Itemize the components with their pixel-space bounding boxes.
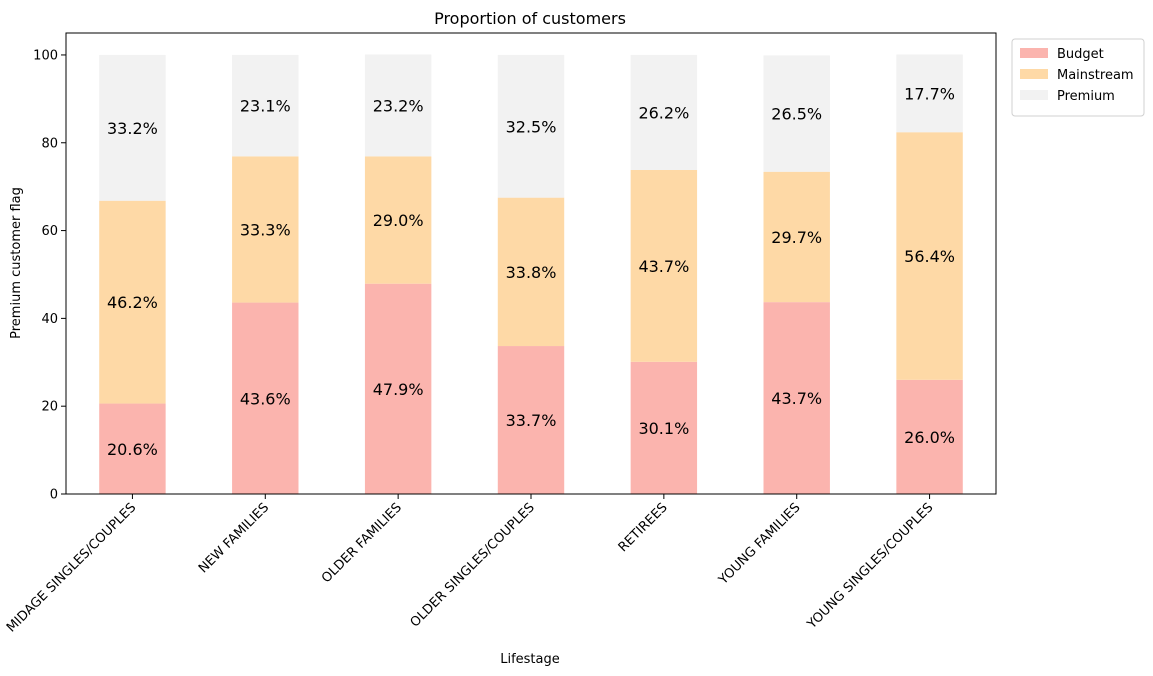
data-label: 26.2% <box>638 103 689 122</box>
x-tick-label: OLDER SINGLES/COUPLES <box>408 500 538 630</box>
data-label: 33.8% <box>506 263 557 282</box>
legend-label: Budget <box>1057 47 1104 62</box>
bar-mainstream <box>896 132 963 380</box>
y-tick-label: 60 <box>41 224 58 239</box>
bar-premium <box>896 54 963 133</box>
bar-mainstream <box>99 200 166 404</box>
legend: Budget Mainstream Premium <box>1011 38 1145 117</box>
bar-premium <box>497 54 565 198</box>
bar-mainstream <box>497 197 565 347</box>
data-label: 33.3% <box>240 220 291 239</box>
bar-premium <box>364 54 432 157</box>
y-tick-label: 100 <box>33 48 58 63</box>
data-label: 17.7% <box>904 84 955 103</box>
data-label: 43.7% <box>638 257 689 276</box>
bar-budget <box>232 302 299 494</box>
y-tick-label: 80 <box>41 136 58 151</box>
x-tick-label: YOUNG SINGLES/COUPLES <box>804 500 936 632</box>
bar-budget <box>99 403 166 494</box>
data-label: 43.6% <box>240 389 291 408</box>
bar-mainstream <box>364 156 432 284</box>
data-label: 33.2% <box>107 119 158 138</box>
data-label: 20.6% <box>107 440 158 459</box>
chart-title: Proportion of customers <box>434 9 626 28</box>
legend-swatch <box>1020 48 1048 58</box>
data-label: 43.7% <box>771 389 822 408</box>
y-tick-label: 40 <box>41 312 58 327</box>
x-tick-label: RETIREES <box>616 500 671 555</box>
bar-mainstream <box>763 171 830 303</box>
bar-budget <box>763 302 830 494</box>
data-label: 46.2% <box>107 293 158 312</box>
bar-premium <box>232 54 299 157</box>
x-tick-label: YOUNG FAMILIES <box>715 500 803 588</box>
x-tick-label: NEW FAMILIES <box>196 500 272 576</box>
x-tick-label: MIDAGE SINGLES/COUPLES <box>4 500 139 635</box>
data-label: 56.4% <box>904 247 955 266</box>
bar-budget <box>896 379 963 494</box>
bar-mainstream <box>630 169 698 362</box>
x-tick-label: OLDER FAMILIES <box>319 500 405 586</box>
bar-budget <box>497 346 565 494</box>
legend-label: Premium <box>1057 89 1115 104</box>
x-axis-label: Lifestage <box>500 652 560 667</box>
plot-area: 0 20 40 60 80 100 20.6% 46.2% 33.2% MIDAGE SINGLE… <box>4 48 963 635</box>
data-label: 29.7% <box>771 228 822 247</box>
legend-label: Mainstream <box>1057 68 1134 83</box>
data-label: 33.7% <box>506 411 557 430</box>
data-label: 26.0% <box>904 428 955 447</box>
data-label: 30.1% <box>638 419 689 438</box>
data-label: 47.9% <box>373 380 424 399</box>
bar-premium <box>763 55 830 172</box>
legend-swatch <box>1020 69 1048 79</box>
bar-budget <box>364 283 432 494</box>
bar-premium <box>99 54 166 201</box>
bar-mainstream <box>232 156 299 303</box>
y-tick-label: 0 <box>50 488 58 503</box>
bar-premium <box>630 54 698 170</box>
y-axis-label: Premium customer flag <box>9 187 24 339</box>
data-label: 26.5% <box>771 105 822 124</box>
data-label: 29.0% <box>373 211 424 230</box>
y-tick-label: 20 <box>41 400 58 415</box>
plot-frame <box>65 32 997 495</box>
data-label: 23.2% <box>373 96 424 115</box>
bar-budget <box>630 361 698 494</box>
legend-swatch <box>1020 90 1048 100</box>
data-label: 32.5% <box>506 117 557 136</box>
data-label: 23.1% <box>240 97 291 116</box>
